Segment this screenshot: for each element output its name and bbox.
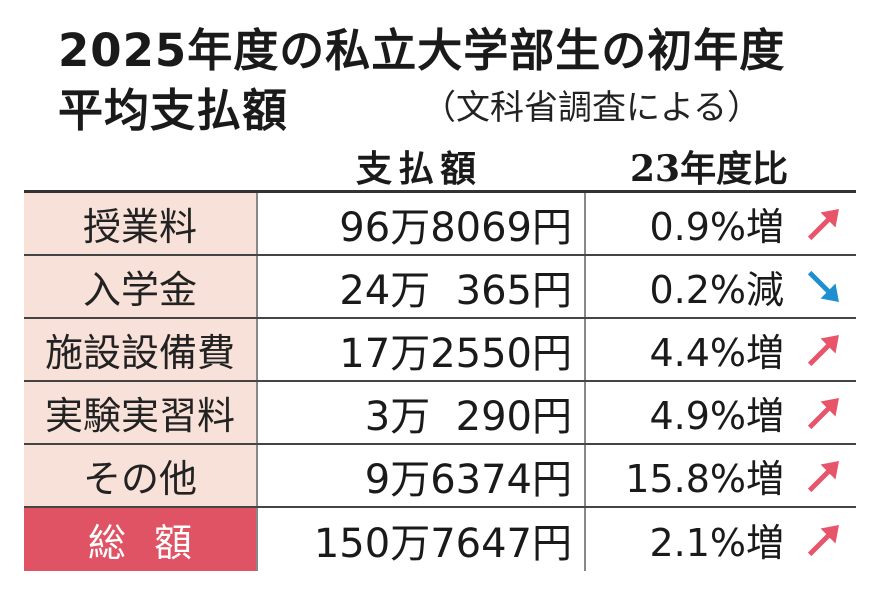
row-label: 授業料 (24, 193, 258, 254)
row-label: 施設設備費 (24, 319, 258, 380)
total-ratio: 2.1%増 (649, 521, 784, 565)
row-amount: 24万 365円 (258, 256, 586, 317)
row-ratio: 15.8%増 (625, 457, 784, 501)
table-row: 授業料 96万8069円 0.9%増 (24, 193, 856, 256)
payment-table: 授業料 96万8069円 0.9%増 入学金 24万 365円 0.2%減 施設… (24, 190, 856, 571)
table-row: 入学金 24万 365円 0.2%減 (24, 256, 856, 319)
row-label: その他 (24, 445, 258, 506)
row-ratio: 4.4%増 (649, 331, 784, 375)
row-amount: 9万6374円 (258, 445, 586, 506)
row-ratio: 0.2%減 (649, 268, 784, 312)
row-label: 実験実習料 (24, 382, 258, 443)
row-amount: 96万8069円 (258, 193, 586, 254)
trend-up-icon (792, 319, 856, 380)
trend-up-icon (792, 193, 856, 254)
trend-up-icon (792, 445, 856, 506)
source-note: （文科省調査による） (422, 88, 761, 128)
column-header-amount: 支払額 (356, 148, 483, 190)
table-row: 施設設備費 17万2550円 4.4%増 (24, 319, 856, 382)
row-amount: 17万2550円 (258, 319, 586, 380)
row-ratio: 4.9%増 (649, 394, 784, 438)
trend-up-icon (792, 382, 856, 443)
row-label: 入学金 (24, 256, 258, 317)
table-row: 実験実習料 3万 290円 4.9%増 (24, 382, 856, 445)
chart-title: 2025年度の私立大学部生の初年度 (58, 24, 786, 77)
row-ratio: 0.9%増 (649, 205, 784, 249)
trend-down-icon (792, 256, 856, 317)
column-header-ratio: 23年度比 (630, 148, 789, 190)
trend-up-icon (792, 508, 856, 571)
total-label: 総額 (24, 508, 258, 571)
row-amount: 3万 290円 (258, 382, 586, 443)
chart-title-line2: 平均支払額 (58, 84, 289, 137)
total-amount: 150万7647円 (258, 508, 586, 571)
table-row: その他 9万6374円 15.8%増 (24, 445, 856, 508)
table-row-total: 総額 150万7647円 2.1%増 (24, 508, 856, 571)
